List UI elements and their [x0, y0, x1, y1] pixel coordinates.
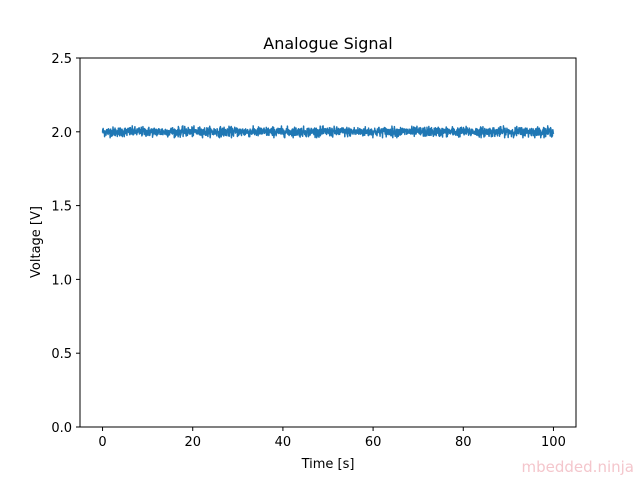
- x-tick-label: 0: [98, 435, 106, 450]
- y-tick-label: 1.5: [51, 200, 72, 215]
- x-tick-label: 20: [184, 435, 201, 450]
- y-axis: 0.0 0.5 1.0 1.5 2.0 2.5: [51, 52, 80, 436]
- watermark: mbedded.ninja: [522, 458, 634, 476]
- y-tick-label: 2.5: [51, 52, 72, 67]
- y-tick-label: 0.5: [51, 347, 72, 362]
- y-tick-label: 1.0: [51, 273, 72, 288]
- x-axis: 0 20 40 60 80 100: [98, 427, 566, 450]
- x-tick-label: 80: [455, 435, 472, 450]
- chart-title: Analogue Signal: [263, 34, 393, 53]
- x-axis-label: Time [s]: [301, 457, 355, 472]
- y-tick-label: 0.0: [51, 421, 72, 436]
- y-tick-label: 2.0: [51, 126, 72, 141]
- x-tick-label: 60: [365, 435, 382, 450]
- y-axis-label: Voltage [V]: [29, 206, 44, 278]
- x-tick-label: 100: [541, 435, 566, 450]
- axes-frame: [79, 57, 577, 428]
- x-tick-label: 40: [275, 435, 292, 450]
- plot-area: [101, 125, 555, 139]
- signal-series-line: [101, 125, 555, 139]
